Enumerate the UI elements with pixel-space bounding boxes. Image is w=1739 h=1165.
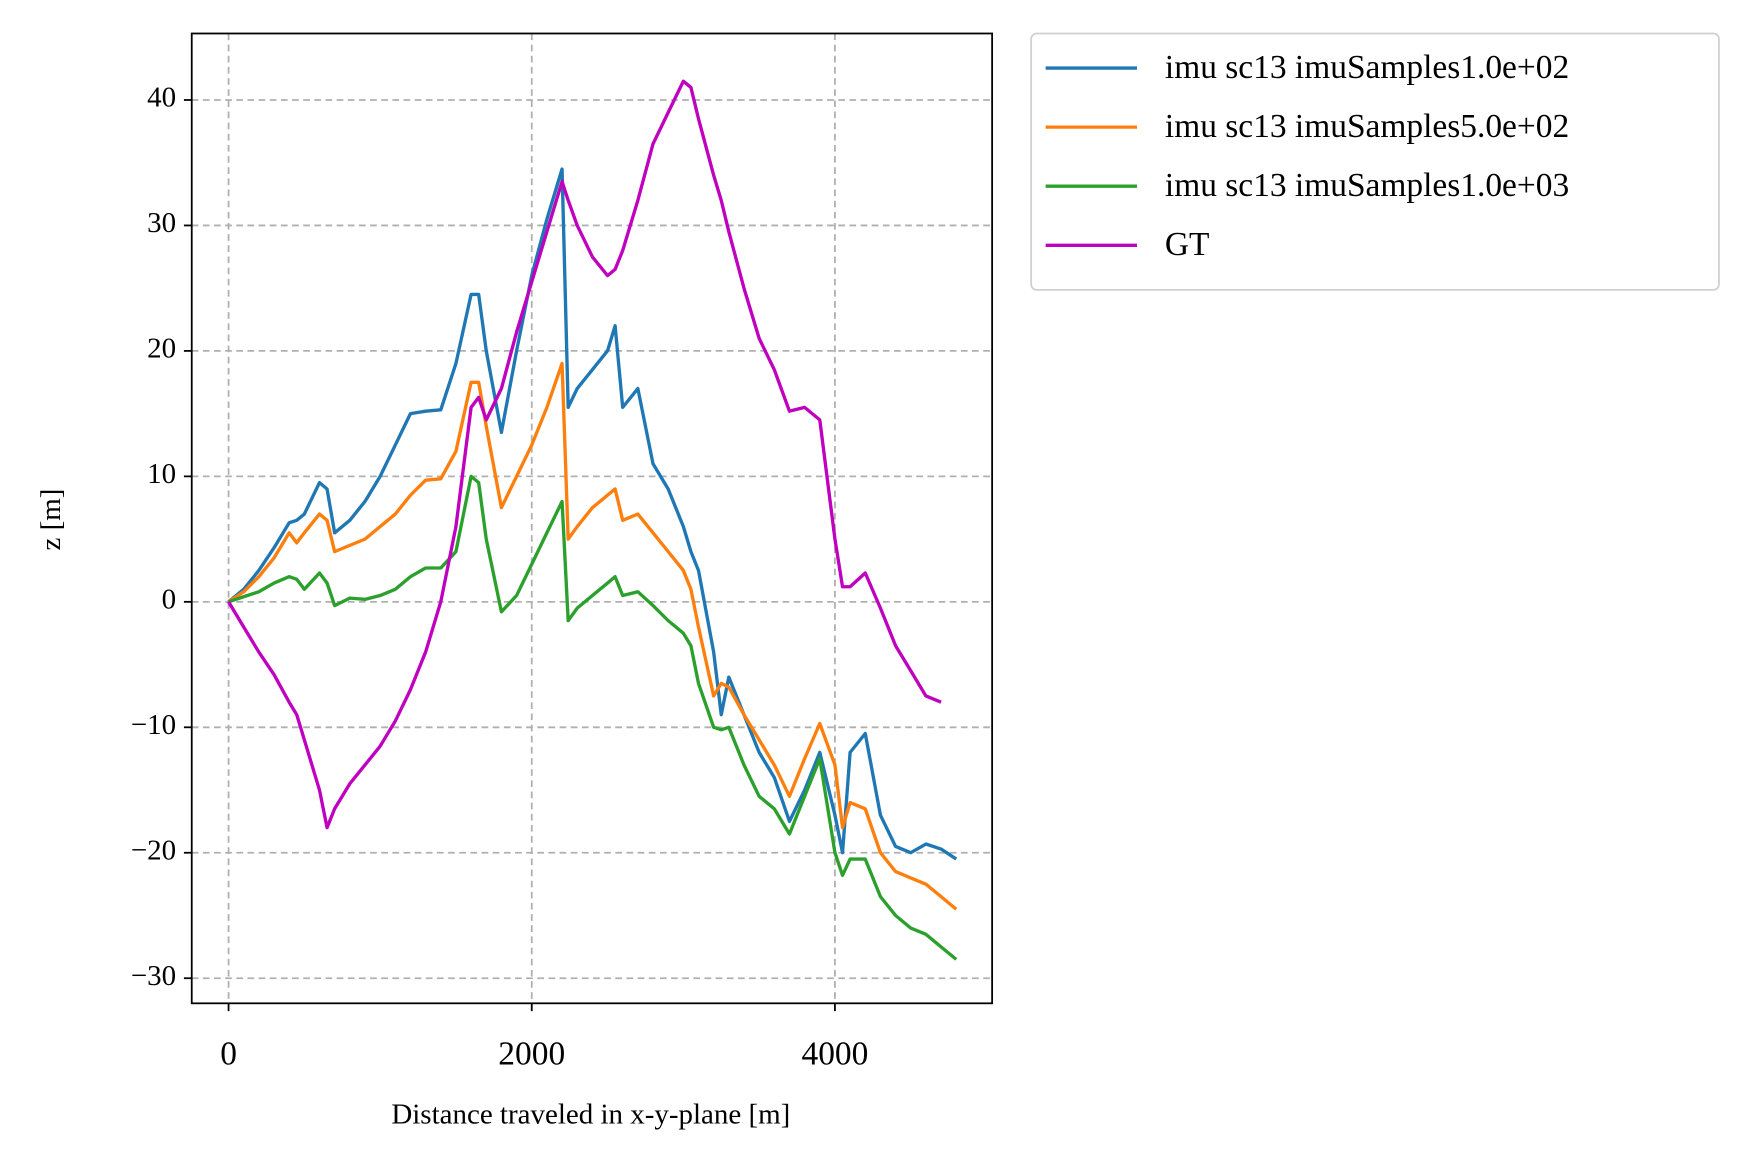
series-line: [227, 361, 958, 911]
legend-box: [1030, 32, 1720, 291]
y-tick-label: −30: [131, 960, 176, 992]
series-line: [227, 79, 942, 830]
legend-label: imu sc13 imuSamples1.0e+02: [1165, 49, 1569, 86]
legend-label: imu sc13 imuSamples1.0e+03: [1165, 167, 1569, 204]
x-axis-label: Distance traveled in x-y-plane [m]: [391, 1099, 790, 1131]
y-tick-label: −20: [131, 834, 176, 866]
y-tick-label: 20: [147, 333, 176, 365]
y-axis-label: z [m]: [35, 489, 67, 551]
x-tick-label: 0: [220, 1035, 237, 1072]
y-tick-label: 40: [147, 82, 176, 114]
x-tick-label: 4000: [801, 1035, 868, 1072]
y-tick-label: −10: [131, 709, 176, 741]
y-tick-label: 30: [147, 207, 176, 239]
x-tick-label: 2000: [498, 1035, 565, 1072]
plot-frame: [190, 32, 994, 1005]
series-line: [227, 167, 958, 861]
series-line: [227, 474, 958, 961]
y-tick-label: 0: [162, 583, 176, 615]
legend: imu sc13 imuSamples1.0e+02 imu sc13 imuSa…: [1030, 32, 1720, 291]
legend-label: imu sc13 imuSamples5.0e+02: [1165, 108, 1569, 145]
legend-label: GT: [1165, 226, 1210, 263]
y-tick-label: 10: [147, 458, 176, 490]
